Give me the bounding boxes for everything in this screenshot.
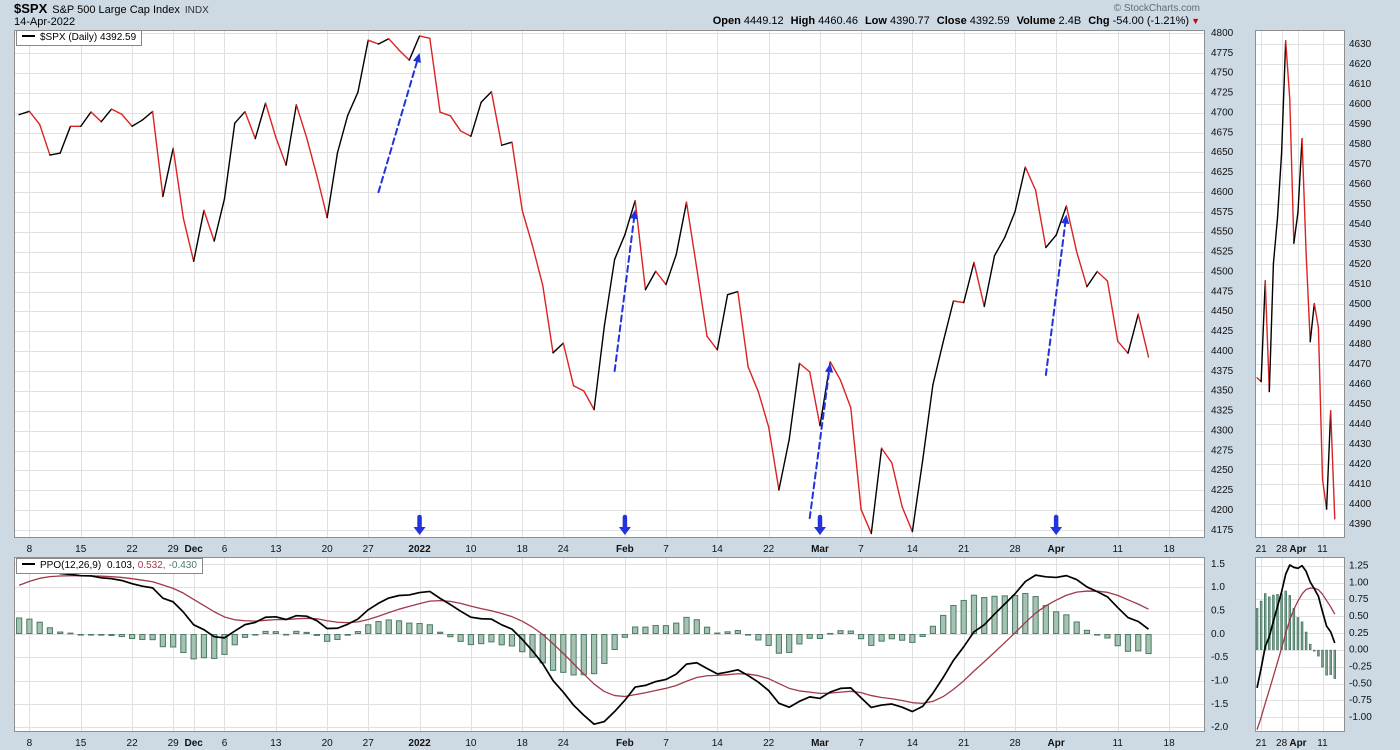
close-value: 4392.59	[969, 15, 1010, 27]
volume-value: 2.4B	[1058, 15, 1082, 27]
volume-label: Volume	[1016, 15, 1056, 27]
close-label: Close	[936, 15, 967, 27]
change-value: -54.00 (-1.21%)	[1112, 15, 1190, 27]
quote-summary-row: Open 4449.12 High 4460.46 Low 4390.77 Close…	[713, 15, 1200, 27]
exchange-label: INDX	[184, 5, 209, 16]
ticker-symbol: $SPX	[14, 1, 48, 16]
low-label: Low	[864, 15, 887, 27]
open-label: Open	[712, 15, 741, 27]
header-title-row: $SPX S&P 500 Large Cap Index INDX	[14, 1, 209, 16]
index-name: S&P 500 Large Cap Index	[52, 4, 180, 16]
copyright-notice: © StockCharts.com	[1113, 3, 1200, 14]
chart-date: 14-Apr-2022	[14, 16, 76, 28]
high-value: 4460.46	[818, 15, 858, 27]
open-value: 4449.12	[743, 15, 784, 27]
ppo-line-swatch-icon	[22, 563, 35, 566]
ppo-legend: PPO(12,26,9) 0.103, 0.532, -0.430	[16, 558, 203, 574]
low-value: 4390.77	[890, 15, 930, 27]
change-down-triangle-icon: ▼	[1191, 16, 1200, 26]
main-price-legend: $SPX (Daily) 4392.59	[16, 30, 143, 46]
main-legend-text: $SPX (Daily) 4392.59	[40, 32, 137, 43]
ppo-value: 0.103,	[106, 560, 135, 571]
ppo-legend-label: PPO(12,26,9)	[40, 560, 102, 571]
change-label: Chg	[1088, 15, 1110, 27]
high-label: High	[790, 15, 816, 27]
spx-line-swatch-icon	[22, 35, 35, 38]
ppo-histogram-value: -0.430	[168, 560, 197, 571]
ppo-signal-value: 0.532,	[137, 560, 166, 571]
